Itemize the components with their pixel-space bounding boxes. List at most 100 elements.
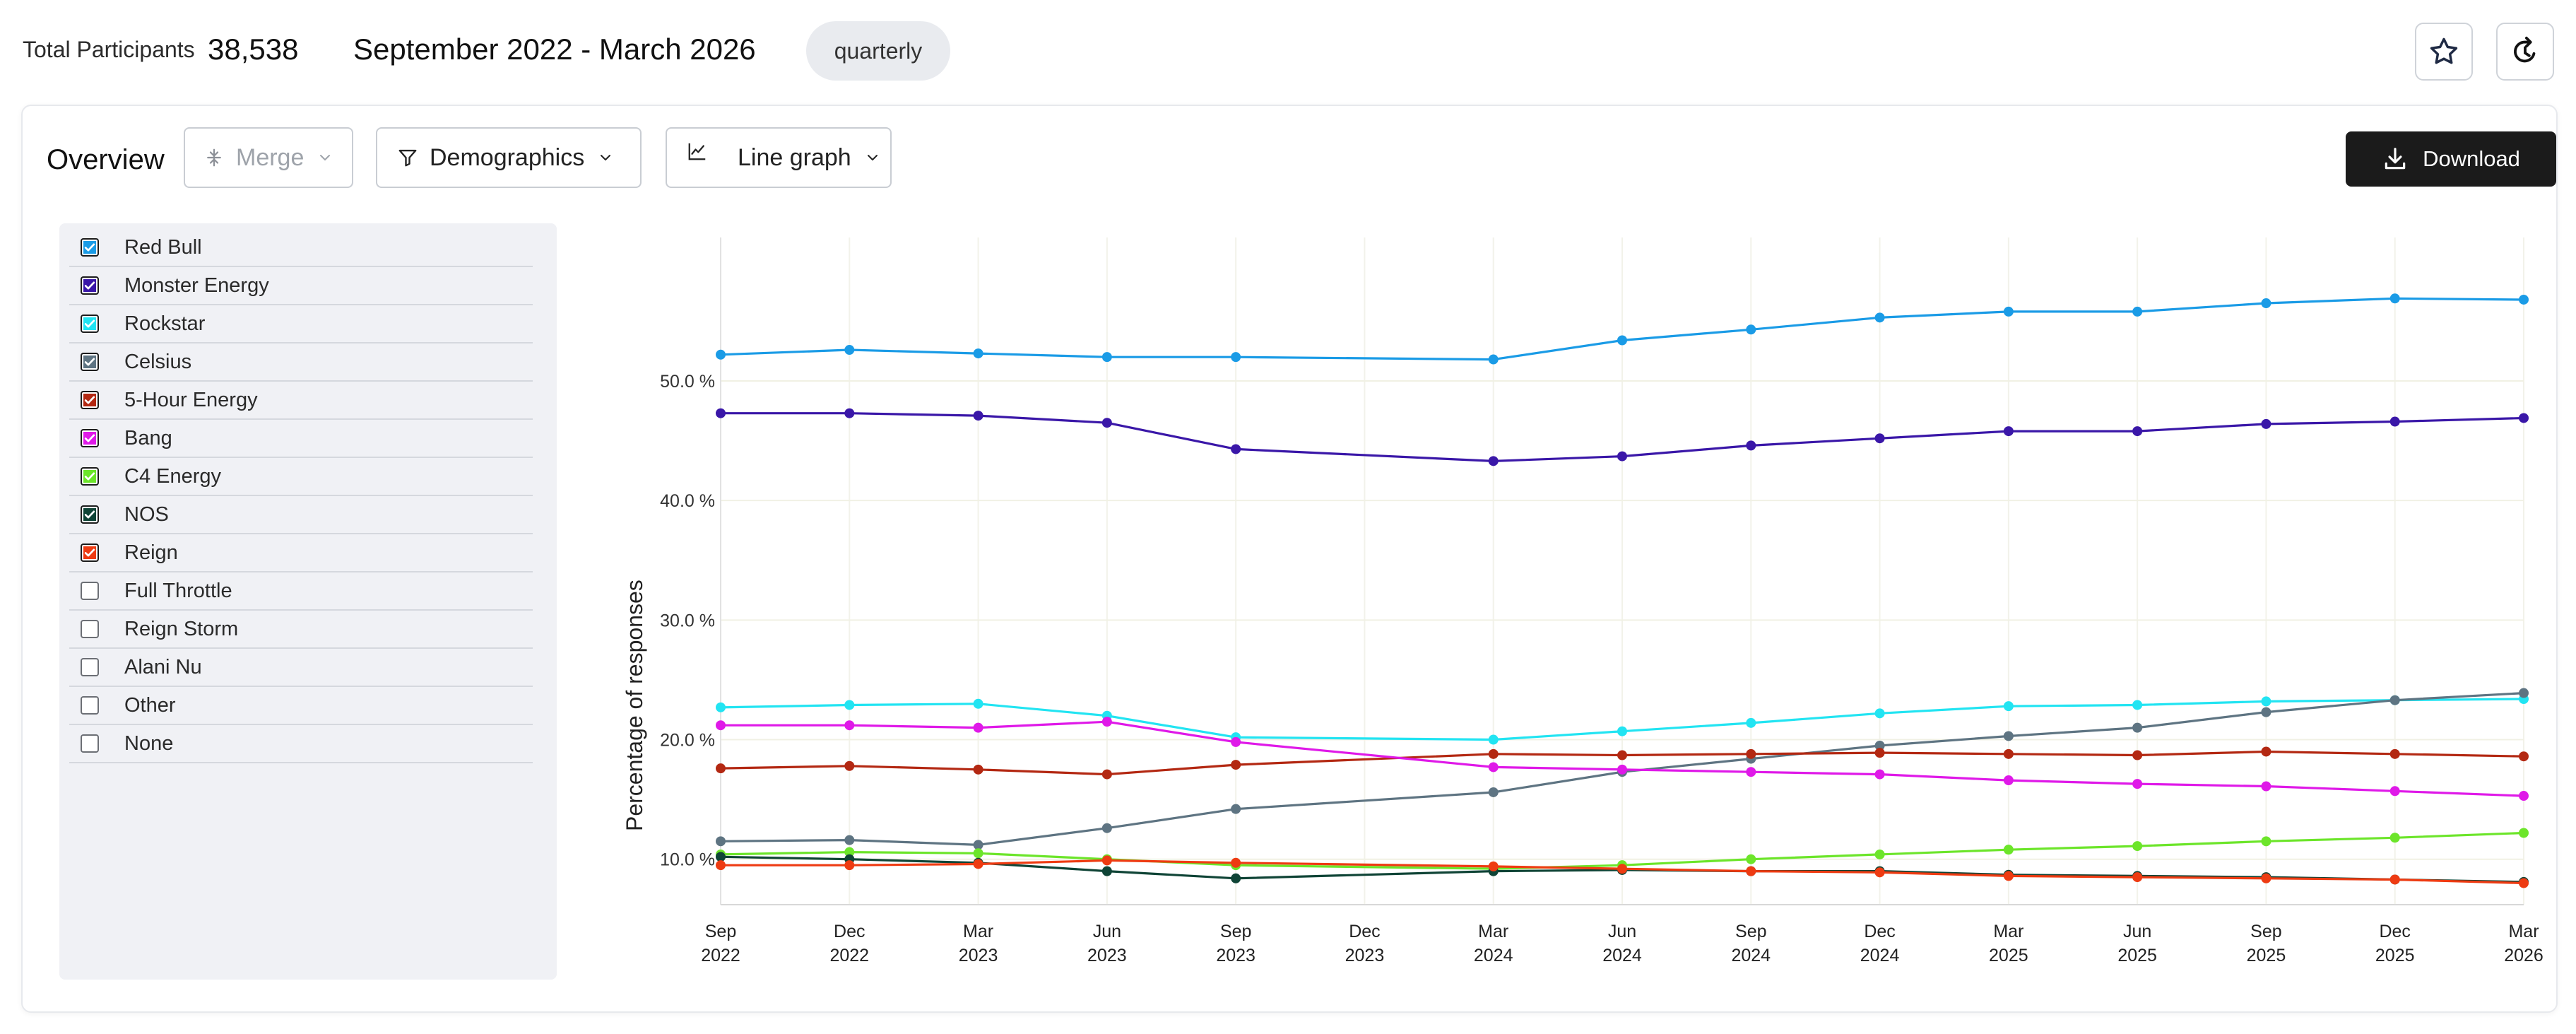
legend-item[interactable]: Other <box>69 687 533 725</box>
legend-checkbox[interactable] <box>81 238 99 257</box>
legend-checkbox[interactable] <box>81 544 99 562</box>
data-point <box>973 411 983 421</box>
legend-item-label: Full Throttle <box>124 579 232 602</box>
legend-item[interactable]: 5-Hour Energy <box>69 382 533 420</box>
legend-checkbox[interactable] <box>81 658 99 676</box>
legend-item-label: Other <box>124 693 176 717</box>
x-tick-label: Dec 2024 <box>1860 922 1900 965</box>
legend-checkbox[interactable] <box>81 391 99 409</box>
legend-checkbox[interactable] <box>81 467 99 486</box>
checkmark-icon <box>84 434 95 442</box>
download-label: Download <box>2423 146 2520 171</box>
legend-item[interactable]: Reign <box>69 534 533 572</box>
legend-item[interactable]: Reign Storm <box>69 611 533 649</box>
overview-card: Overview Merge Demographics Line graph <box>21 105 2558 1013</box>
data-point <box>1874 849 1885 859</box>
checkmark-icon <box>84 396 95 404</box>
legend-item[interactable]: None <box>69 725 533 763</box>
data-point <box>1488 762 1499 772</box>
legend-item[interactable]: NOS <box>69 496 533 534</box>
series-line <box>720 698 2524 741</box>
data-point <box>1746 866 1756 876</box>
x-tick-month: Dec <box>834 922 865 941</box>
x-tick-label: Sep 2024 <box>1731 922 1771 965</box>
legend-item[interactable]: Rockstar <box>69 305 533 343</box>
legend-item[interactable]: Bang <box>69 420 533 458</box>
x-tick-year: 2023 <box>1216 946 1255 965</box>
data-point <box>2261 873 2271 883</box>
legend-checkbox[interactable] <box>81 505 99 524</box>
y-tick-label: 10.0 % <box>660 850 715 870</box>
legend-checkbox[interactable] <box>81 315 99 333</box>
data-point <box>716 408 726 418</box>
data-point <box>2261 836 2271 847</box>
data-point <box>2003 775 2014 786</box>
legend-item-label: Monster Energy <box>124 274 269 297</box>
series-line <box>721 412 2524 462</box>
y-tick-label: 40.0 % <box>660 491 715 511</box>
data-point <box>2261 781 2271 792</box>
legend-checkbox[interactable] <box>81 696 99 715</box>
legend-item[interactable]: Red Bull <box>69 229 533 267</box>
legend-checkbox[interactable] <box>81 276 99 295</box>
data-point <box>2389 293 2400 304</box>
download-button[interactable]: Download <box>2346 131 2556 187</box>
data-point <box>1746 854 1756 864</box>
data-point <box>2132 779 2143 789</box>
refresh-button[interactable] <box>2496 23 2554 81</box>
data-point <box>1101 418 1112 428</box>
data-point <box>1746 748 1756 759</box>
graph-type-dropdown[interactable]: Line graph <box>666 127 892 188</box>
x-tick-label: Sep 2022 <box>701 922 740 965</box>
series-celsius <box>716 688 2529 850</box>
x-tick-label: Dec 2022 <box>829 922 869 965</box>
data-point <box>2519 751 2529 762</box>
legend-checkbox[interactable] <box>81 582 99 600</box>
y-tick-label: 50.0 % <box>660 372 715 392</box>
series-5-hour-energy <box>716 746 2529 780</box>
data-point <box>1874 769 1885 780</box>
legend-checkbox[interactable] <box>81 734 99 753</box>
x-tick-year: 2025 <box>2117 946 2157 965</box>
data-point <box>2003 748 2014 759</box>
legend-checkbox[interactable] <box>81 429 99 447</box>
legend-item-label: Rockstar <box>124 312 206 335</box>
data-point <box>2132 750 2143 760</box>
data-point <box>2389 416 2400 427</box>
favorite-button[interactable] <box>2415 23 2473 81</box>
legend-item[interactable]: Alani Nu <box>69 649 533 687</box>
summary-bar: Total Participants 38,538 September 2022… <box>0 0 2576 105</box>
data-point <box>973 698 983 709</box>
data-point <box>716 349 726 360</box>
data-point <box>844 345 855 356</box>
data-point <box>1874 708 1885 719</box>
data-point <box>1101 855 1112 866</box>
demographics-dropdown[interactable]: Demographics <box>376 127 642 188</box>
legend-checkbox[interactable] <box>81 353 99 371</box>
date-range[interactable]: September 2022 - March 2026 <box>353 33 756 66</box>
legend-checkbox[interactable] <box>81 620 99 638</box>
x-tick-year: 2023 <box>1345 946 1385 965</box>
data-point <box>1488 861 1499 871</box>
data-point <box>716 852 726 862</box>
series-monster-energy <box>716 408 2529 466</box>
y-tick-label: 30.0 % <box>660 611 715 630</box>
checkmark-icon <box>84 243 95 252</box>
series-bang <box>716 717 2529 801</box>
legend-item[interactable]: Monster Energy <box>69 267 533 305</box>
x-tick-month: Sep <box>705 922 736 941</box>
data-point <box>1231 804 1241 814</box>
data-point <box>2132 426 2143 437</box>
data-point <box>2132 722 2143 733</box>
data-point <box>2003 426 2014 437</box>
legend-item[interactable]: C4 Energy <box>69 458 533 496</box>
data-point <box>1746 440 1756 451</box>
series-line <box>720 750 2524 776</box>
interval-pill[interactable]: quarterly <box>806 21 950 81</box>
legend-item[interactable]: Celsius <box>69 343 533 382</box>
x-tick-label: Jun 2023 <box>1087 922 1127 965</box>
merge-dropdown[interactable]: Merge <box>184 127 353 188</box>
legend-item[interactable]: Full Throttle <box>69 572 533 611</box>
data-point <box>2003 845 2014 855</box>
x-tick-month: Jun <box>1093 922 1121 941</box>
